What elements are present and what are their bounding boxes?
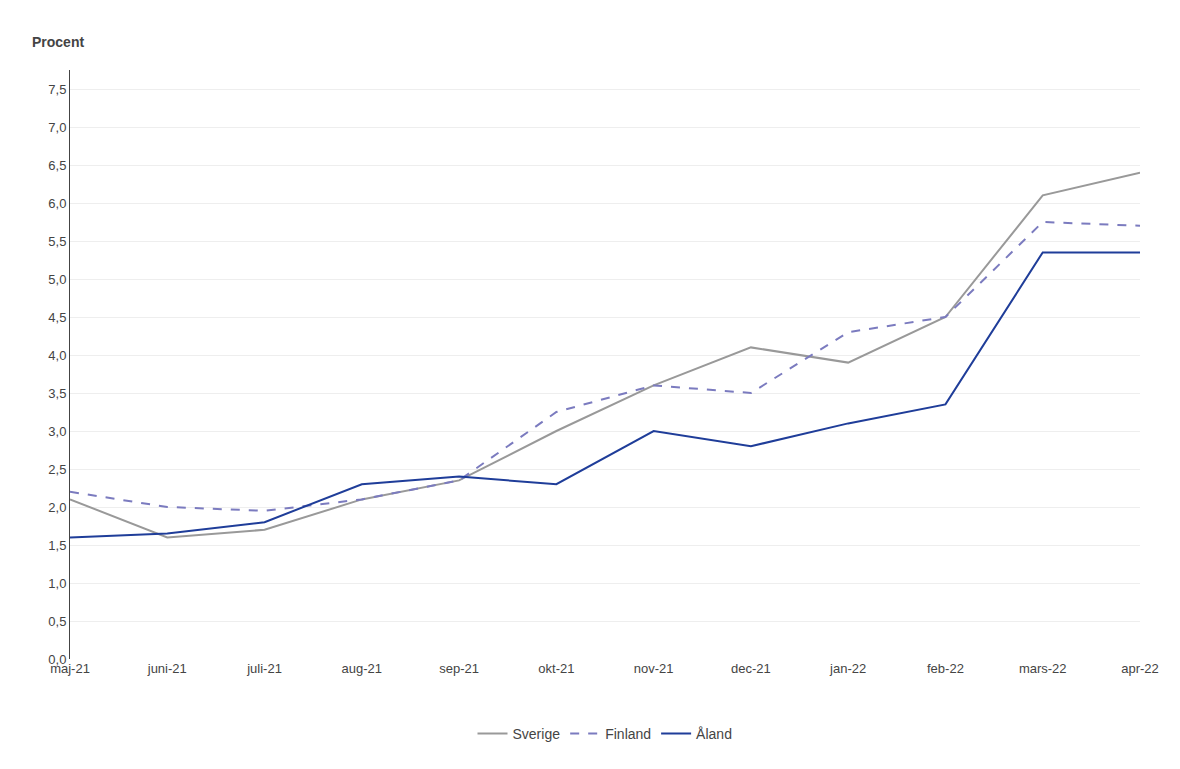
svg-text:1,5: 1,5 — [48, 538, 66, 553]
svg-text:4,5: 4,5 — [48, 310, 66, 325]
svg-text:nov-21: nov-21 — [634, 661, 674, 676]
svg-text:Åland: Åland — [696, 726, 732, 742]
svg-text:apr-22: apr-22 — [1121, 661, 1159, 676]
svg-text:7,0: 7,0 — [48, 120, 66, 135]
svg-text:6,5: 6,5 — [48, 158, 66, 173]
svg-text:3,0: 3,0 — [48, 424, 66, 439]
svg-text:5,0: 5,0 — [48, 272, 66, 287]
svg-text:maj-21: maj-21 — [50, 661, 90, 676]
svg-text:juli-21: juli-21 — [246, 661, 282, 676]
svg-text:Finland: Finland — [605, 726, 651, 742]
svg-text:3,5: 3,5 — [48, 386, 66, 401]
svg-text:aug-21: aug-21 — [342, 661, 382, 676]
svg-text:okt-21: okt-21 — [538, 661, 574, 676]
svg-text:2,5: 2,5 — [48, 462, 66, 477]
svg-text:sep-21: sep-21 — [439, 661, 479, 676]
svg-text:juni-21: juni-21 — [147, 661, 187, 676]
svg-text:1,0: 1,0 — [48, 576, 66, 591]
svg-text:0,5: 0,5 — [48, 614, 66, 629]
svg-text:jan-22: jan-22 — [829, 661, 866, 676]
svg-text:Sverige: Sverige — [513, 726, 561, 742]
svg-text:5,5: 5,5 — [48, 234, 66, 249]
svg-text:feb-22: feb-22 — [927, 661, 964, 676]
svg-text:dec-21: dec-21 — [731, 661, 771, 676]
svg-text:2,0: 2,0 — [48, 500, 66, 515]
svg-text:Procent: Procent — [32, 34, 84, 50]
svg-text:4,0: 4,0 — [48, 348, 66, 363]
svg-text:6,0: 6,0 — [48, 196, 66, 211]
svg-text:mars-22: mars-22 — [1019, 661, 1067, 676]
svg-text:7,5: 7,5 — [48, 82, 66, 97]
svg-text:0,0: 0,0 — [48, 652, 66, 667]
